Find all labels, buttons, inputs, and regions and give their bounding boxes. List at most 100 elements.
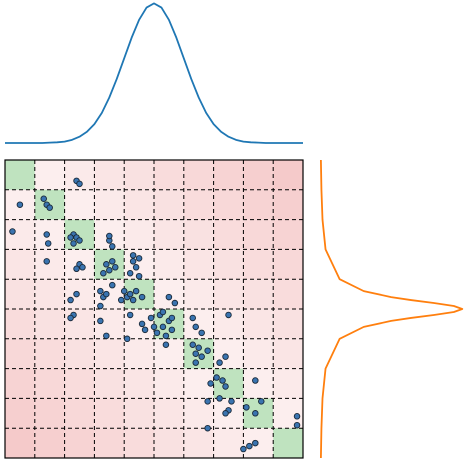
point	[100, 269, 107, 277]
point	[16, 201, 24, 208]
point	[225, 311, 232, 319]
point	[132, 264, 140, 271]
heatmap-cell	[124, 160, 154, 190]
heatmap-cell	[213, 249, 244, 280]
point	[138, 293, 146, 301]
heatmap-cell	[213, 160, 244, 190]
point	[293, 421, 301, 429]
heatmap-cell	[273, 189, 303, 220]
heatmap-cell	[183, 189, 214, 220]
point	[138, 320, 146, 328]
heatmap-cell	[213, 219, 244, 250]
heatmap-cell	[5, 428, 35, 458]
point	[106, 267, 113, 274]
point	[246, 442, 253, 450]
point	[222, 410, 229, 417]
heatmap-cell	[213, 428, 244, 458]
heatmap-cell	[34, 309, 65, 339]
point	[132, 287, 140, 295]
heatmap-cell	[243, 219, 274, 250]
point	[46, 204, 53, 211]
heatmap-cell	[94, 338, 125, 369]
heatmap-cell	[124, 219, 154, 250]
point	[103, 332, 110, 340]
point	[141, 326, 149, 334]
point	[192, 323, 199, 331]
point	[243, 404, 250, 411]
point	[9, 228, 16, 235]
heatmap-cell	[243, 338, 274, 369]
point	[97, 287, 104, 295]
heatmap-cell	[5, 249, 35, 280]
heatmap-cell	[124, 338, 154, 369]
point	[168, 326, 176, 334]
heatmap-cell	[94, 428, 125, 458]
point	[168, 314, 176, 322]
point	[147, 314, 155, 322]
heatmap-cell	[64, 368, 95, 399]
point	[222, 353, 229, 360]
point	[106, 232, 113, 240]
heatmap-cell	[34, 428, 65, 458]
heatmap-cell	[64, 189, 95, 220]
point	[192, 350, 199, 357]
density-curve	[5, 2, 303, 144]
heatmap-cell	[94, 368, 125, 399]
point	[159, 308, 167, 316]
heatmap-cell	[183, 428, 214, 458]
point	[195, 344, 202, 351]
point	[67, 234, 74, 241]
heatmap-cell	[154, 368, 184, 399]
point	[79, 264, 86, 271]
heatmap-cell	[273, 249, 303, 280]
point	[67, 314, 74, 322]
point	[216, 359, 223, 366]
heatmap-cell	[124, 398, 154, 429]
heatmap-cell	[213, 189, 244, 220]
heatmap-cell	[273, 160, 303, 190]
heatmap-cell	[5, 160, 35, 190]
point	[112, 264, 119, 271]
point	[207, 380, 214, 387]
point	[76, 237, 83, 244]
heatmap-cell	[154, 249, 184, 280]
point	[293, 413, 301, 420]
point	[189, 314, 196, 322]
heatmap-cell	[64, 309, 95, 339]
point	[129, 252, 137, 259]
point	[252, 377, 259, 384]
point	[103, 290, 110, 298]
heatmap-cell	[243, 368, 274, 399]
heatmap-cell	[34, 398, 65, 429]
heatmap-cell	[94, 160, 125, 190]
point	[189, 341, 196, 349]
point	[109, 243, 116, 250]
point	[198, 329, 205, 337]
heatmap-cell	[5, 398, 35, 429]
point	[73, 265, 80, 273]
heatmap-cell	[243, 249, 274, 280]
point	[43, 258, 50, 265]
point	[258, 398, 265, 405]
heatmap-cell	[94, 189, 125, 220]
point	[123, 335, 131, 343]
heatmap-cell	[94, 309, 125, 339]
heatmap-cell	[5, 368, 35, 399]
heatmap-cell	[183, 309, 214, 339]
heatmap-cell	[5, 219, 35, 250]
point	[103, 261, 110, 268]
point	[162, 332, 170, 340]
point	[97, 302, 104, 310]
point	[109, 258, 116, 265]
point	[165, 293, 173, 301]
heatmap-cell	[243, 160, 274, 190]
heatmap-cell	[213, 279, 244, 309]
point	[222, 383, 229, 390]
point	[43, 231, 50, 238]
heatmap-cell	[34, 249, 65, 280]
heatmap-cell	[5, 309, 35, 339]
point	[240, 445, 247, 453]
heatmap-cell	[213, 368, 244, 399]
heatmap-cell	[124, 368, 154, 399]
heatmap-cell	[273, 279, 303, 309]
